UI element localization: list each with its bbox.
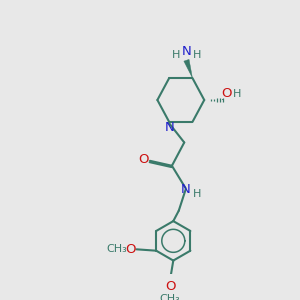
Text: H: H bbox=[172, 50, 180, 60]
Text: H: H bbox=[193, 50, 201, 60]
Text: O: O bbox=[139, 153, 149, 166]
Text: CH₃: CH₃ bbox=[160, 294, 180, 300]
Text: ·: · bbox=[221, 95, 224, 105]
Text: H: H bbox=[233, 89, 241, 99]
Text: CH₃: CH₃ bbox=[106, 244, 127, 254]
Text: N: N bbox=[182, 45, 191, 58]
Text: H: H bbox=[193, 189, 201, 199]
Text: O: O bbox=[165, 280, 175, 293]
Text: O: O bbox=[125, 243, 136, 256]
Text: N: N bbox=[181, 183, 190, 196]
Text: O: O bbox=[221, 88, 231, 100]
Text: N: N bbox=[164, 122, 174, 134]
Polygon shape bbox=[184, 59, 193, 78]
